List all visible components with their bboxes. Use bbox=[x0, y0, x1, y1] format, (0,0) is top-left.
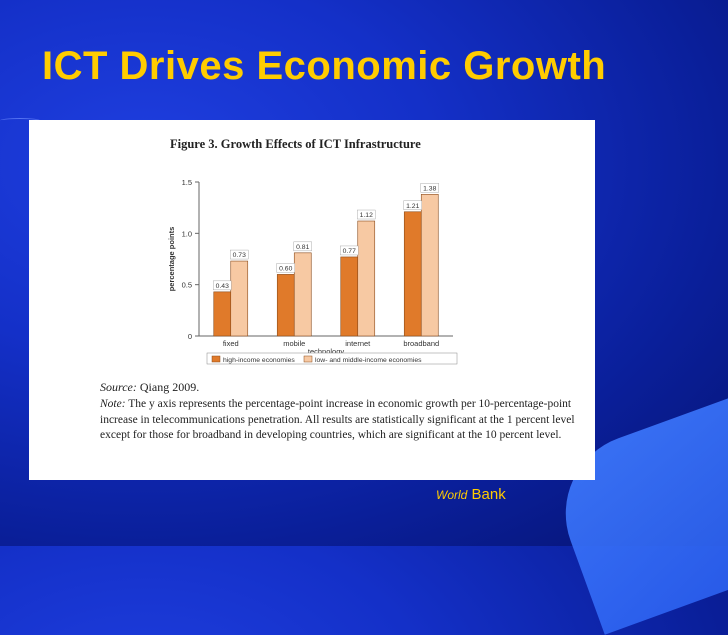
chart-labels: 0.43 0.73 0.60 0.81 0.77 1.12 1.21 1.38 bbox=[213, 183, 439, 291]
x-axis-label: technology bbox=[308, 347, 345, 356]
data-label: 0.43 bbox=[216, 283, 229, 290]
data-label: 0.77 bbox=[343, 248, 356, 255]
data-label-box bbox=[420, 183, 439, 193]
note-paragraph: Note: The y axis represents the percenta… bbox=[100, 397, 590, 444]
source-text: Qiang 2009. bbox=[136, 380, 200, 394]
y-tick-label: 0.5 bbox=[182, 281, 192, 290]
x-tick-label: fixed bbox=[223, 339, 239, 348]
legend-swatch bbox=[211, 355, 221, 363]
bar bbox=[213, 291, 232, 337]
legend-label: low- and middle-income economies bbox=[315, 357, 422, 364]
chart-bars bbox=[213, 194, 439, 337]
note-label: Note: bbox=[100, 398, 126, 410]
data-label-box bbox=[276, 263, 295, 273]
credit-prefix: World bbox=[436, 488, 468, 502]
legend-frame bbox=[206, 352, 458, 365]
figure-panel bbox=[29, 120, 595, 480]
y-tick-label: 0 bbox=[188, 332, 192, 341]
data-label-box bbox=[230, 249, 249, 260]
data-label-box bbox=[357, 209, 376, 220]
bar bbox=[357, 220, 376, 337]
bar bbox=[293, 252, 312, 337]
data-label: 0.73 bbox=[233, 252, 246, 259]
credit-suffix: Bank bbox=[467, 486, 506, 503]
y-axis-label: percentage points bbox=[167, 227, 176, 292]
bar bbox=[420, 194, 439, 337]
figure-title: Figure 3. Growth Effects of ICT Infrastr… bbox=[170, 137, 421, 151]
chart-legend: high-income economies low- and middle-inc… bbox=[206, 352, 458, 365]
x-tick-label: broadband bbox=[403, 339, 439, 348]
source-line: Source: Qiang 2009. bbox=[100, 380, 199, 395]
data-label: 1.12 bbox=[360, 212, 373, 219]
data-label-box bbox=[403, 200, 422, 210]
data-label-box bbox=[340, 245, 359, 256]
bar bbox=[403, 211, 422, 337]
data-label-box bbox=[213, 280, 232, 291]
source-label: Source: bbox=[100, 380, 137, 394]
x-tick-label: mobile bbox=[283, 339, 305, 348]
legend-label: high-income economies bbox=[223, 357, 295, 364]
y-tick-label: 1.5 bbox=[182, 178, 192, 187]
bar bbox=[340, 256, 359, 337]
slide-title: ICT Drives Economic Growth bbox=[42, 44, 607, 88]
data-label: 1.21 bbox=[406, 203, 419, 210]
credit-text: World Bank bbox=[436, 486, 506, 503]
note-text: The y axis represents the percentage-poi… bbox=[100, 398, 575, 441]
bar-chart: 0 0.5 1.0 1.5 percentage points fixed mobile in… bbox=[167, 178, 458, 365]
y-tick-label: 1.0 bbox=[182, 229, 192, 238]
data-label: 0.81 bbox=[296, 244, 309, 251]
legend-swatch bbox=[303, 355, 313, 363]
data-label-box bbox=[293, 241, 312, 252]
bar bbox=[230, 260, 249, 337]
x-tick-label: internet bbox=[345, 339, 371, 348]
accent-line bbox=[0, 118, 40, 123]
bar bbox=[276, 274, 295, 337]
data-label: 1.38 bbox=[423, 185, 436, 192]
data-label: 0.60 bbox=[279, 265, 292, 272]
